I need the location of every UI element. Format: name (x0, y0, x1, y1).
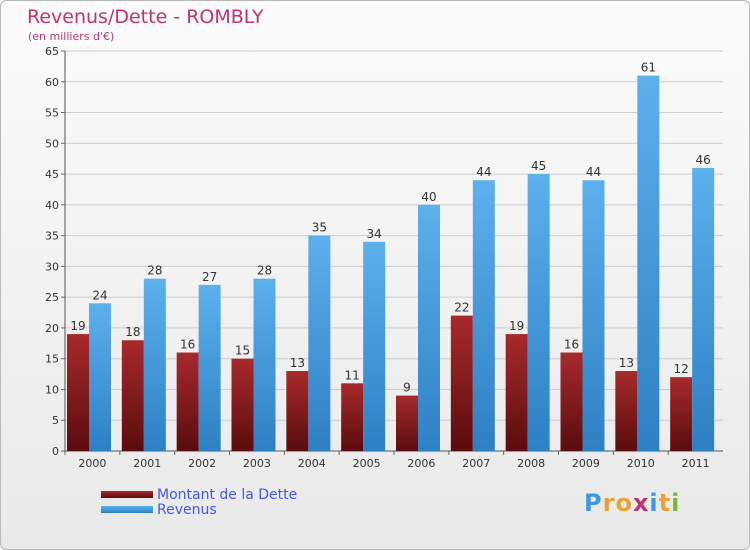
data-label-debt: 16 (564, 338, 579, 352)
bar-revenue (253, 278, 276, 451)
bar-debt (176, 352, 199, 451)
bar-debt (560, 352, 583, 451)
data-label-revenue: 34 (367, 227, 382, 241)
x-tick-label: 2001 (133, 457, 161, 470)
logo-letter: i (671, 489, 681, 517)
bar-debt (67, 334, 89, 451)
data-label-debt: 9 (403, 381, 411, 395)
logo-letter: r (602, 489, 616, 517)
x-tick-label: 2006 (407, 457, 435, 470)
data-label-revenue: 28 (257, 264, 272, 278)
bar-debt (396, 395, 418, 451)
x-tick-label: 2008 (517, 457, 545, 470)
y-tick-label: 65 (45, 45, 59, 58)
bar-revenue (143, 278, 166, 451)
y-tick-label: 15 (45, 353, 59, 366)
data-label-revenue: 45 (531, 159, 546, 173)
y-tick-label: 25 (45, 291, 59, 304)
x-tick-label: 2003 (243, 457, 271, 470)
logo-letter: o (615, 489, 633, 517)
bar-debt (231, 358, 254, 451)
x-tick-label: 2011 (682, 457, 710, 470)
bar-revenue (418, 204, 440, 451)
bar-revenue (472, 180, 495, 451)
bar-revenue (198, 284, 221, 451)
bar-debt (121, 340, 144, 451)
x-tick-label: 2002 (188, 457, 216, 470)
chart-legend: Montant de la Dette Revenus (101, 486, 298, 518)
legend-label-revenue: Revenus (157, 501, 217, 518)
data-label-revenue: 61 (641, 61, 656, 75)
logo-letter: t (658, 489, 672, 517)
data-label-debt: 13 (619, 356, 634, 370)
data-label-revenue: 44 (476, 165, 491, 179)
data-label-debt: 15 (235, 344, 250, 358)
bar-revenue (582, 180, 605, 451)
bar-revenue (637, 75, 660, 451)
data-label-revenue: 28 (147, 264, 162, 278)
chart-subtitle: (en milliers d'€) (28, 30, 115, 43)
bar-debt (450, 315, 473, 451)
legend-label-debt: Montant de la Dette (157, 486, 298, 503)
data-label-revenue: 40 (421, 190, 436, 204)
y-tick-label: 45 (45, 168, 59, 181)
proxiti-logo: Proxiti (584, 489, 680, 517)
data-label-debt: 19 (509, 319, 524, 333)
data-label-revenue: 24 (92, 288, 107, 302)
data-label-debt: 11 (345, 368, 360, 382)
x-tick-label: 2007 (462, 457, 490, 470)
bar-revenue (89, 303, 111, 451)
data-label-revenue: 27 (202, 270, 217, 284)
legend-item-revenue: Revenus (101, 501, 297, 518)
data-label-revenue: 44 (586, 165, 601, 179)
legend-item-debt: Montant de la Dette (101, 486, 298, 503)
x-tick-label: 2005 (353, 457, 381, 470)
chart-title: Revenus/Dette - ROMBLY (27, 6, 264, 28)
bar-revenue (692, 167, 715, 451)
y-tick-label: 50 (45, 137, 59, 150)
data-label-revenue: 35 (312, 221, 327, 235)
x-tick-label: 2004 (298, 457, 326, 470)
y-tick-label: 30 (45, 260, 59, 273)
y-tick-label: 35 (45, 230, 59, 243)
data-label-debt: 19 (70, 319, 85, 333)
data-label-debt: 13 (290, 356, 305, 370)
y-tick-label: 0 (52, 445, 59, 458)
logo-letter: P (584, 489, 603, 517)
data-label-debt: 12 (674, 362, 689, 376)
bar-debt (286, 371, 309, 451)
y-tick-label: 20 (45, 322, 59, 335)
data-label-debt: 16 (180, 338, 195, 352)
bar-debt (615, 371, 638, 451)
bar-debt (505, 334, 528, 451)
legend-swatch-debt (101, 491, 153, 498)
data-label-debt: 18 (125, 325, 140, 339)
bar-revenue (308, 235, 331, 451)
logo-letter: i (649, 489, 659, 517)
logo-letter: x (632, 489, 650, 517)
x-tick-label: 2010 (627, 457, 655, 470)
y-tick-label: 55 (45, 107, 59, 120)
data-label-revenue: 46 (696, 153, 711, 167)
x-tick-label: 2000 (78, 457, 106, 470)
data-label-debt: 22 (454, 301, 469, 315)
x-tick-label: 2009 (572, 457, 600, 470)
bar-revenue (363, 241, 386, 451)
y-tick-label: 40 (45, 199, 59, 212)
legend-swatch-revenue (101, 506, 153, 513)
y-tick-label: 5 (52, 414, 59, 427)
y-tick-label: 60 (45, 76, 59, 89)
bar-debt (670, 377, 693, 451)
y-tick-label: 10 (45, 383, 59, 396)
bar-debt (341, 383, 364, 451)
bar-revenue (527, 174, 550, 452)
